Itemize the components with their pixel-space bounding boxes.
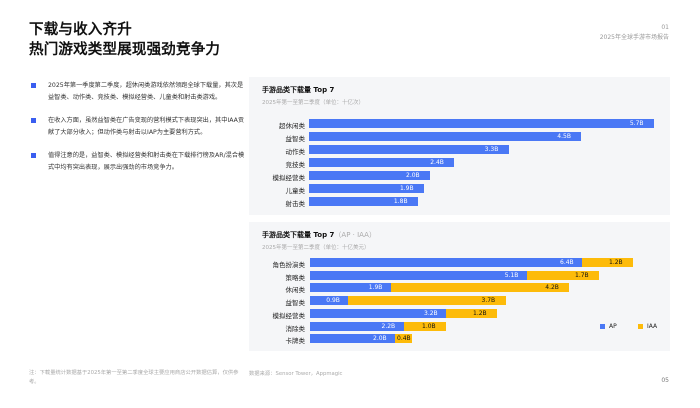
section-number: 01 [661, 24, 669, 31]
bar-segment-iaa [348, 296, 506, 306]
category-label: 动作类 [285, 148, 306, 156]
bar-value-label-iaa: 1.2B [609, 259, 623, 266]
category-label: 模拟经营类 [272, 174, 306, 182]
legend-item-iaa: IAA [638, 323, 657, 330]
category-label: 益智类 [285, 299, 306, 308]
bar-value-label-ap: 5.1B [504, 271, 519, 279]
category-label: 竞技类 [285, 161, 306, 169]
bar-value-label: 2.0B [406, 172, 420, 179]
chart-title: 手游品类下载量 Top 7 [262, 86, 335, 94]
bar-value-label-ap: 0.9B [326, 297, 340, 305]
bar-value-label-ap: 6.4B [560, 259, 574, 266]
bar-segment-iaa [395, 334, 412, 344]
bar-value-label-ap: 3.2B [424, 309, 438, 317]
bar-segment-ap [310, 283, 391, 293]
bar-value-label-iaa: 4.2B [545, 284, 559, 292]
insight-list: 2025年第一季度第二季度，超休闲类游戏依然领跑全球下载量，其次是益智类、动作类… [31, 80, 245, 185]
category-label: 射击类 [285, 200, 306, 208]
title-line-2: 热门游戏类型展现强劲竞争力 [29, 42, 221, 58]
bullet-square-icon [31, 153, 36, 158]
category-label: 休闲类 [285, 286, 306, 295]
bar-segment-ap [310, 334, 395, 344]
downloads-chart-panel: 手游品类下载量 Top 7 2025年第一至第二季度（单位：十亿次） 超休闲类 5… [249, 77, 670, 215]
bar-segment-iaa [526, 270, 599, 280]
bar-segment-ap [310, 296, 349, 306]
category-label: 益智类 [285, 135, 306, 143]
bar-segment-ap [310, 258, 582, 267]
category-label: 消除类 [285, 324, 306, 333]
bar-segment-ap [310, 308, 446, 318]
category-label: 超休闲类 [279, 122, 305, 130]
chart-title: 手游品类下载量 Top 7（AP · IAA） [262, 230, 376, 240]
bar [309, 119, 654, 128]
bar [309, 171, 431, 180]
legend-swatch-ap [600, 324, 605, 329]
bar-segment-ap [310, 321, 404, 331]
data-source: 数据来源：Sensor Tower，Appmagic [249, 371, 343, 377]
bullet-square-icon [31, 83, 36, 88]
bar-segment-iaa [582, 258, 633, 267]
chart-title-suffix: （AP · IAA） [334, 231, 376, 239]
chart-subtitle: 2025年第一至第二季度（单位：十亿美元） [262, 245, 370, 251]
page-meta: 01 2025年全球手游市场报告 [600, 23, 669, 43]
bar [309, 197, 418, 206]
category-label: 儿童类 [285, 187, 306, 195]
category-label: 模拟经营类 [272, 311, 306, 320]
report-name: 2025年全球手游市场报告 [599, 34, 669, 41]
bullet-square-icon [31, 118, 36, 123]
chart-subtitle: 2025年第一至第二季度（单位：十亿次） [262, 100, 364, 106]
bar-value-label: 1.8B [393, 198, 408, 205]
bar-segment-iaa [446, 308, 497, 318]
bar-value-label-ap: 2.0B [373, 335, 387, 343]
bar-value-label-iaa: 0.4B [397, 335, 411, 343]
page-title: 下载与收入齐升 热门游戏类型展现强劲竞争力 [29, 20, 220, 60]
bar-value-label-iaa: 1.0B [422, 322, 436, 330]
bar-value-label-ap: 2.2B [381, 322, 396, 330]
bar-value-label: 3.3B [484, 146, 499, 153]
title-line-1: 下载与收入齐升 [29, 22, 132, 38]
bar-value-label-ap: 1.9B [368, 284, 383, 292]
bar-value-label-iaa: 1.2B [473, 309, 487, 317]
insight-item: 2025年第一季度第二季度，超休闲类游戏依然领跑全球下载量，其次是益智类、动作类… [31, 80, 245, 103]
category-label: 卡牌类 [285, 337, 306, 346]
bar-segment-iaa [390, 283, 570, 293]
insight-text: 值得注意的是，益智类、模拟经营类和射击类在下载排行榜及AR/混合模式中均有突出表… [48, 152, 245, 171]
legend-item-ap: AP [600, 323, 617, 330]
bar-segment-iaa [403, 321, 446, 331]
bar [309, 145, 509, 154]
legend-swatch-iaa [638, 324, 643, 329]
bar-value-label-iaa: 3.7B [481, 297, 496, 305]
bar-value-label: 1.9B [399, 185, 414, 192]
bar [309, 158, 455, 167]
legend-label: IAA [647, 323, 658, 330]
insight-item: 值得注意的是，益智类、模拟经营类和射击类在下载排行榜及AR/混合模式中均有突出表… [31, 150, 245, 173]
insight-text: 2025年第一季度第二季度，超休闲类游戏依然领跑全球下载量，其次是益智类、动作类… [48, 82, 244, 101]
page-number: 05 [661, 377, 669, 384]
insight-item: 在收入方面，虽然益智类在广告变现的营利模式下表现突出，其中IAA贡献了大部分收入… [31, 115, 245, 138]
insight-text: 在收入方面，虽然益智类在广告变现的营利模式下表现突出，其中IAA贡献了大部分收入… [48, 117, 245, 136]
category-label: 策略类 [285, 273, 306, 282]
legend-label: AP [609, 323, 617, 330]
bar-value-label: 4.5B [557, 133, 571, 140]
bar-value-label-iaa: 1.7B [575, 271, 589, 279]
bar-segment-ap [310, 270, 527, 280]
bar [309, 184, 424, 193]
bar-value-label: 5.7B [629, 120, 644, 127]
bar-value-label: 2.4B [430, 159, 444, 166]
footnote: 注：下载量统计数据基于2025年第一至第二季度全球主要应用商店公开数据估算，仅供… [29, 370, 239, 385]
chart-title-main: 手游品类下载量 Top 7 [262, 231, 335, 239]
revenue-chart-panel: 手游品类下载量 Top 7（AP · IAA） 2025年第一至第二季度（单位：… [249, 222, 670, 351]
bar [309, 132, 582, 141]
category-label: 角色扮演类 [272, 261, 306, 269]
